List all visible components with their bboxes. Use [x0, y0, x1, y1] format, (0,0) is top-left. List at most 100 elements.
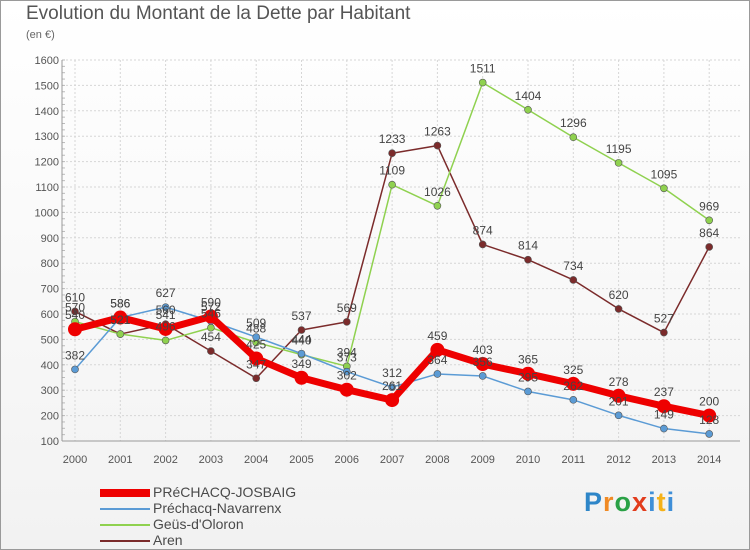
data-label: 364: [427, 353, 447, 367]
logo-letter: P: [584, 487, 604, 517]
data-point: [158, 321, 173, 336]
x-tick-label: 2014: [697, 454, 721, 466]
data-point: [388, 180, 396, 189]
data-point: [161, 336, 170, 345]
data-label: 201: [609, 394, 629, 408]
data-point: [660, 328, 668, 337]
y-tick-label: 1500: [35, 80, 59, 92]
data-label: 295: [518, 370, 538, 384]
data-point: [203, 309, 218, 324]
legend-label: Geüs-d'Oloron: [153, 516, 244, 532]
data-label: 864: [699, 226, 719, 240]
data-label: 454: [201, 330, 221, 344]
legend-label: PRéCHACQ-JOSBAIG: [153, 484, 297, 500]
data-point: [252, 374, 261, 383]
data-label: 200: [699, 395, 719, 409]
data-label: 1109: [379, 164, 405, 178]
data-point: [161, 303, 170, 311]
legend-swatch: [100, 489, 150, 497]
legend-swatch: [100, 524, 150, 526]
data-label: 128: [699, 413, 719, 427]
data-label: 459: [427, 329, 447, 343]
y-tick-label: 600: [41, 309, 59, 321]
data-label: 347: [246, 357, 266, 371]
data-label: 496: [156, 319, 176, 333]
data-point: [294, 370, 309, 385]
data-label: 349: [291, 357, 311, 371]
logo-letter: i: [648, 487, 657, 517]
data-point: [68, 322, 82, 337]
data-label: 560: [156, 303, 176, 317]
data-point: [614, 411, 623, 420]
data-point: [388, 383, 396, 391]
data-point: [702, 408, 717, 423]
x-tick-label: 2004: [244, 454, 268, 466]
data-label: 1404: [515, 89, 542, 103]
data-label: 537: [291, 309, 311, 323]
data-point: [705, 430, 714, 438]
data-label: 261: [382, 379, 402, 393]
data-point: [660, 424, 668, 433]
data-point: [521, 366, 535, 381]
data-point: [71, 307, 79, 316]
data-label: 521: [110, 313, 130, 327]
y-tick-label: 800: [41, 258, 59, 270]
data-label: 521: [110, 313, 130, 327]
data-point: [478, 372, 487, 380]
data-point: [430, 342, 445, 357]
data-point: [116, 330, 125, 338]
data-point: [614, 159, 623, 167]
x-tick-label: 2006: [335, 454, 359, 466]
data-label: 149: [654, 408, 674, 422]
data-label: 488: [246, 321, 266, 335]
y-tick-label: 1100: [35, 182, 59, 194]
y-tick-label: 300: [41, 385, 59, 397]
data-label: 546: [201, 307, 221, 321]
data-label: 541: [156, 308, 176, 322]
data-label: 1263: [424, 125, 451, 139]
legend-swatch: [100, 508, 150, 510]
data-label: 610: [65, 290, 85, 304]
data-label: 527: [654, 312, 674, 326]
data-label: 627: [156, 286, 176, 300]
legend-swatch: [100, 540, 150, 542]
y-tick-label: 700: [41, 284, 59, 296]
data-label: 382: [65, 348, 85, 362]
data-point: [297, 326, 306, 334]
data-label: 302: [337, 369, 357, 383]
y-tick-label: 1400: [35, 106, 59, 118]
legend-label: Aren: [153, 532, 183, 548]
proxiti-logo: Proxiti: [584, 487, 675, 518]
data-label: 1511: [470, 62, 496, 76]
data-point: [478, 240, 487, 249]
data-label: 365: [518, 353, 538, 367]
data-label: 312: [382, 366, 402, 380]
data-point: [524, 255, 532, 264]
x-tick-label: 2003: [199, 454, 223, 466]
data-label: 969: [699, 199, 719, 213]
data-label: 540: [65, 308, 85, 322]
x-tick-label: 2012: [606, 454, 630, 466]
data-label: 356: [473, 355, 493, 369]
data-point: [433, 201, 442, 210]
data-point: [656, 399, 671, 414]
data-label: 569: [337, 301, 357, 315]
data-label: 814: [518, 239, 538, 253]
data-point: [524, 105, 532, 114]
x-tick-label: 2011: [561, 454, 585, 466]
data-label: 394: [337, 345, 357, 359]
data-point: [611, 388, 626, 403]
y-tick-label: 1600: [35, 55, 59, 67]
data-point: [660, 184, 668, 193]
legend-label: Préchacq-Navarrenx: [153, 500, 282, 516]
data-point: [339, 382, 354, 397]
data-label: 874: [473, 223, 493, 237]
data-label: 586: [110, 297, 130, 311]
data-label: 734: [563, 259, 583, 273]
y-tick-label: 100: [41, 436, 59, 448]
data-point: [614, 305, 623, 313]
data-point: [297, 349, 306, 358]
x-tick-label: 2008: [425, 454, 449, 466]
